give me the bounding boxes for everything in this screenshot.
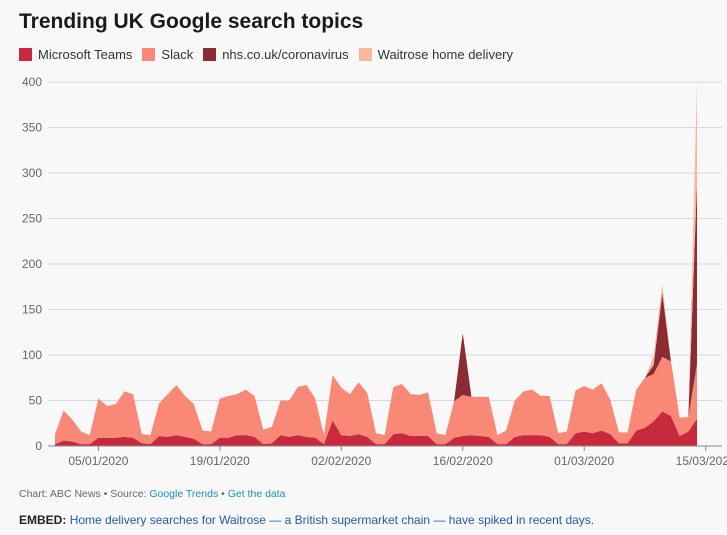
embed-label: EMBED:	[19, 513, 67, 527]
source-separator: •	[218, 488, 228, 500]
legend-label: nhs.co.uk/coronavirus	[222, 47, 349, 62]
legend-swatch	[358, 48, 372, 61]
legend-swatch	[142, 48, 156, 61]
area-slack	[55, 356, 697, 445]
y-tick-label: 150	[22, 303, 42, 317]
get-data-link[interactable]: Get the data	[227, 488, 286, 500]
y-tick-label: 300	[22, 166, 42, 180]
y-tick-label: 400	[22, 75, 42, 89]
y-tick-label: 50	[29, 394, 43, 408]
x-tick-label: 01/03/2020	[554, 454, 614, 468]
y-tick-label: 200	[22, 257, 42, 271]
legend-label: Slack	[161, 47, 194, 62]
legend-item-waitrose-home-delivery: Waitrose home delivery	[358, 47, 514, 62]
y-tick-label: 350	[22, 121, 42, 135]
legend-item-nhs-coronavirus: nhs.co.uk/coronavirus	[203, 47, 349, 62]
legend-label: Waitrose home delivery	[377, 47, 514, 62]
y-tick-label: 250	[22, 212, 42, 226]
google-trends-link[interactable]: Google Trends	[149, 488, 219, 500]
source-prefix: Chart: ABC News • Source:	[19, 488, 150, 500]
legend-item-slack: Slack	[142, 47, 193, 62]
chart-title: Trending UK Google search topics	[19, 10, 364, 33]
stacked-area-chart: 0 50 100 150 200 250 300 350 400 05/01/2020 19/01/…	[22, 75, 727, 468]
legend-label: Microsoft Teams	[38, 47, 133, 62]
x-tick-label: 02/02/2020	[311, 454, 371, 468]
chart-source: Chart: ABC News • Source: Google Trends …	[19, 488, 286, 500]
legend-item-microsoft-teams: Microsoft Teams	[19, 47, 132, 62]
area-waitrose-home-delivery	[55, 82, 697, 436]
legend-swatch	[19, 48, 32, 61]
chart-legend: Microsoft Teams Slack nhs.co.uk/coronavi…	[19, 47, 523, 62]
area-microsoft-teams	[55, 411, 697, 446]
x-tick-label: 15/03/2020	[676, 454, 727, 468]
legend-swatch	[203, 48, 217, 61]
y-tick-label: 0	[35, 439, 42, 453]
embed-link[interactable]: Home delivery searches for Waitrose — a …	[69, 513, 595, 527]
embed-line: EMBED: Home delivery searches for Waitro…	[19, 513, 594, 527]
x-tick-label: 16/02/2020	[433, 454, 493, 468]
x-tick-label: 19/01/2020	[190, 454, 250, 468]
x-tick-label: 05/01/2020	[68, 454, 128, 468]
y-tick-label: 100	[22, 348, 42, 362]
